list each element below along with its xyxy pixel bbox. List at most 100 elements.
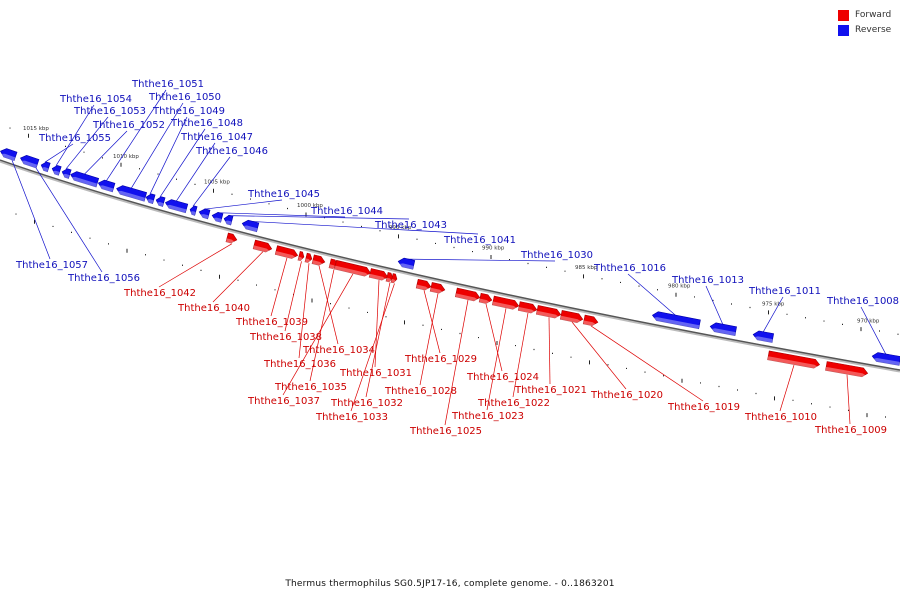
gene-label-reverse[interactable]: Ththe16_1016 [593,263,666,274]
gene-forward[interactable] [491,295,520,311]
gene-reverse[interactable] [189,205,198,216]
gene-reverse[interactable] [198,208,211,220]
gene-arrow-body [51,165,62,176]
gene-reverse[interactable] [97,179,116,193]
gene-forward[interactable] [559,310,584,324]
gene-label-reverse[interactable]: Ththe16_1046 [195,146,268,157]
gene-arrow-body [223,214,234,226]
gene-label-forward[interactable]: Ththe16_1031 [339,368,412,379]
gene-label-reverse[interactable]: Ththe16_1045 [247,189,320,200]
gene-forward[interactable] [478,292,493,305]
gene-reverse[interactable] [651,311,701,330]
gene-label-reverse[interactable]: Ththe16_1052 [92,120,165,131]
gene-label-forward[interactable]: Ththe16_1023 [451,411,524,422]
gene-label-forward[interactable]: Ththe16_1019 [667,402,740,413]
gene-label-forward[interactable]: Ththe16_1037 [247,396,320,407]
gene-forward[interactable] [429,282,446,294]
gene-label-forward[interactable]: Ththe16_1035 [274,382,347,393]
gene-arrow-body [61,168,72,179]
gene-reverse[interactable] [709,322,737,337]
gene-label-forward[interactable]: Ththe16_1028 [384,386,457,397]
gene-forward[interactable] [334,259,371,278]
gene-label-forward[interactable]: Ththe16_1021 [514,385,587,396]
gene-label-forward[interactable]: Ththe16_1033 [315,412,388,423]
gene-label-reverse[interactable]: Ththe16_1054 [59,94,132,105]
gene-reverse[interactable] [51,164,62,176]
gene-reverse[interactable] [19,154,40,169]
gene-forward[interactable] [385,272,394,283]
gene-label-reverse[interactable]: Ththe16_1055 [38,133,111,144]
gene-arrow-shade [164,204,187,214]
gene-reverse[interactable] [145,193,156,205]
gene-arrow-body [454,287,481,302]
gene-label-reverse[interactable]: Ththe16_1011 [748,286,821,297]
genome-caption: Thermus thermophilus SG0.5JP17-16, compl… [285,579,615,589]
gene-label-reverse[interactable]: Ththe16_1051 [131,79,204,90]
gene-label-forward[interactable]: Ththe16_1034 [302,345,375,356]
gene-arrow-body [252,239,273,253]
gene-label-forward[interactable]: Ththe16_1036 [263,359,336,370]
gene-label-reverse[interactable]: Ththe16_1049 [152,106,225,117]
gene-reverse[interactable] [69,170,100,188]
gene-forward[interactable] [368,268,389,282]
gene-reverse[interactable] [241,219,260,233]
gene-label-reverse[interactable]: Ththe16_1056 [67,273,140,284]
gene-label-reverse[interactable]: Ththe16_1044 [310,206,383,217]
gene-forward[interactable] [825,361,869,378]
gene-label-reverse[interactable]: Ththe16_1030 [520,250,593,261]
gene-label-reverse[interactable]: Ththe16_1050 [148,92,221,103]
gene-label-forward[interactable]: Ththe16_1042 [123,288,196,299]
gene-label-reverse[interactable]: Ththe16_1057 [15,260,88,271]
gene-label-reverse[interactable]: Ththe16_1047 [180,132,253,143]
gene-forward[interactable] [767,350,821,370]
gene-forward[interactable] [225,232,238,245]
gene-label-reverse[interactable]: Ththe16_1053 [73,106,146,117]
gene-forward[interactable] [582,314,599,327]
gene-label-forward[interactable]: Ththe16_1029 [404,354,477,365]
gene-label-reverse[interactable]: Ththe16_1043 [374,220,447,231]
gene-forward[interactable] [454,287,481,302]
gene-reverse[interactable] [61,167,72,179]
gene-arrow-body [164,199,189,214]
gene-label-reverse[interactable]: Ththe16_1013 [671,275,744,286]
gene-reverse[interactable] [871,352,900,366]
gene-leader-line [309,269,335,382]
gene-forward[interactable] [297,251,305,262]
gene-label-forward[interactable]: Ththe16_1009 [814,425,887,436]
gene-reverse[interactable] [211,211,224,223]
axis-tick-label: 980 kbp [668,284,691,290]
gene-label-forward[interactable]: Ththe16_1022 [477,398,550,409]
gene-reverse[interactable] [155,196,166,207]
gene-arrow-body [871,352,900,366]
gene-label-forward[interactable]: Ththe16_1039 [235,317,308,328]
gene-forward[interactable] [311,254,326,267]
gene-reverse[interactable] [115,184,148,202]
gene-reverse[interactable] [752,330,775,344]
gene-reverse[interactable] [164,198,189,214]
gene-label-reverse[interactable]: Ththe16_1041 [443,235,516,246]
gene-leader-line [419,293,439,386]
gene-forward[interactable] [415,278,432,291]
gene-forward[interactable] [274,245,299,261]
gene-label-forward[interactable]: Ththe16_1010 [744,412,817,423]
gene-forward[interactable] [252,239,273,254]
gene-reverse[interactable] [0,147,18,162]
gene-reverse[interactable] [40,161,51,173]
gene-label-forward[interactable]: Ththe16_1038 [249,332,322,343]
gene-label-forward[interactable]: Ththe16_1025 [409,426,482,437]
gene-arrow-body [825,361,869,378]
gene-arrow-shade [518,306,537,314]
gene-label-forward[interactable]: Ththe16_1020 [590,390,663,401]
gene-label-reverse[interactable]: Ththe16_1048 [170,118,243,129]
gene-forward[interactable] [390,273,398,284]
gene-label-forward[interactable]: Ththe16_1032 [330,398,403,409]
gene-forward[interactable] [535,305,562,319]
gene-forward[interactable] [304,252,313,264]
gene-reverse[interactable] [397,257,416,270]
gene-label-forward[interactable]: Ththe16_1040 [177,303,250,314]
gene-arrow-body [311,254,326,266]
gene-label-reverse[interactable]: Ththe16_1008 [826,296,899,307]
gene-reverse[interactable] [223,214,234,226]
gene-label-forward[interactable]: Ththe16_1024 [466,372,539,383]
gene-forward[interactable] [517,301,538,315]
